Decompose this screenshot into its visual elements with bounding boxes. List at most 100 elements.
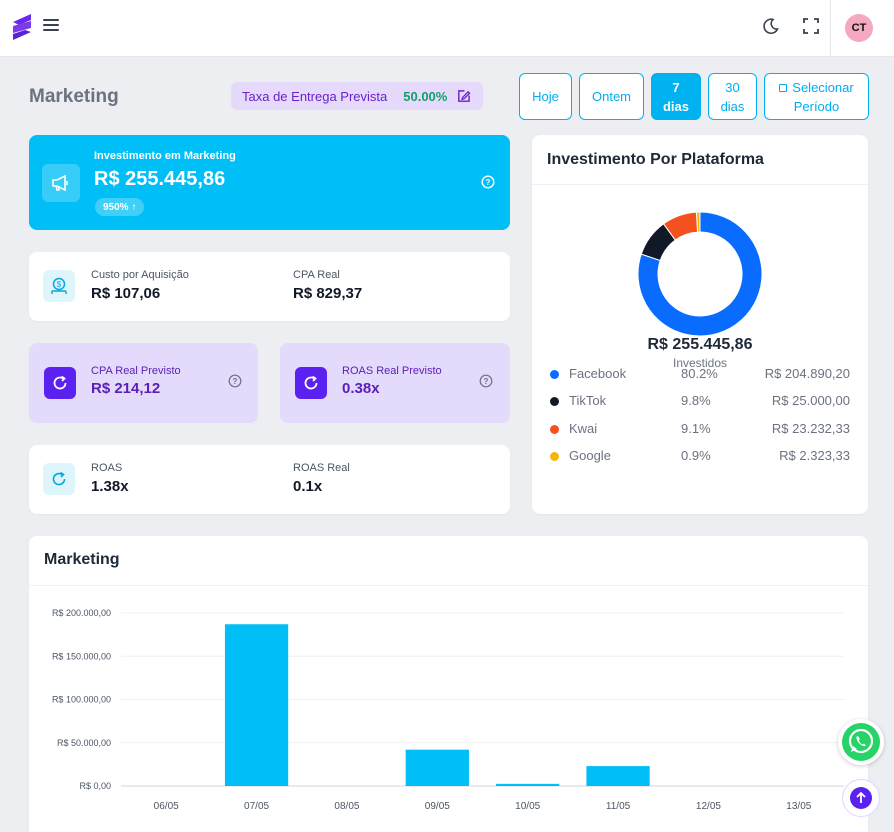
svg-text:$: $	[57, 280, 62, 289]
legend-dot	[550, 425, 559, 434]
roas-forecast-card: ROAS Real Previsto 0.38x ?	[280, 343, 510, 423]
bar-10-05[interactable]	[496, 783, 560, 786]
delivery-rate-label: Taxa de Entrega Prevista	[242, 88, 388, 104]
moon-icon[interactable]	[762, 17, 780, 35]
refresh-icon	[53, 375, 67, 390]
edit-icon[interactable]	[456, 89, 471, 104]
roas-real-value: 0.1x	[293, 478, 323, 495]
x-tick-label: 06/05	[154, 801, 179, 812]
roas-value: 1.38x	[91, 478, 129, 495]
period-7days-button[interactable]: 7 dias	[651, 73, 701, 120]
fullscreen-icon[interactable]	[802, 17, 820, 35]
x-tick-label: 09/05	[425, 801, 450, 812]
refresh-icon	[52, 471, 66, 486]
brand-logo-icon[interactable]	[10, 12, 34, 42]
bar-09-05[interactable]	[405, 749, 469, 786]
svg-text:?: ?	[486, 178, 491, 187]
marketing-investment-card: Investimento em Marketing R$ 255.445,86 …	[29, 135, 510, 230]
investment-growth-badge: 950% ↑	[95, 198, 145, 216]
legend-percent: 0.9%	[681, 448, 711, 463]
legend-dot	[550, 370, 559, 379]
y-tick-label: R$ 50.000,00	[57, 738, 111, 748]
investment-label: Investimento em Marketing	[94, 150, 236, 162]
cpa-card: $ Custo por Aquisição R$ 107,06 CPA Real…	[29, 252, 510, 321]
roas-label: ROAS	[91, 462, 123, 474]
period-7days-number: 7	[672, 79, 680, 95]
period-yesterday-button[interactable]: Ontem	[579, 73, 644, 120]
x-tick-label: 07/05	[244, 801, 269, 812]
roas-real-label: ROAS Real	[293, 462, 350, 474]
donut-slice-google[interactable]	[695, 211, 701, 233]
x-tick-label: 11/05	[606, 801, 631, 812]
y-tick-label: R$ 100.000,00	[52, 695, 111, 705]
megaphone-icon-box	[42, 164, 80, 202]
x-tick-label: 13/05	[786, 801, 811, 812]
period-yesterday-label: Ontem	[591, 89, 631, 104]
legend-amount: R$ 204.890,20	[764, 366, 850, 381]
legend-percent: 9.1%	[681, 421, 711, 436]
x-tick-label: 08/05	[334, 801, 359, 812]
legend-amount: R$ 23.232,33	[771, 421, 850, 436]
period-7days-unit: dias	[662, 98, 689, 114]
user-avatar[interactable]: CT	[845, 14, 873, 42]
cpa-real-value: R$ 829,37	[293, 285, 363, 302]
marketing-chart-title: Marketing	[44, 551, 120, 568]
refresh-icon	[304, 375, 318, 390]
help-icon[interactable]: ?	[481, 175, 495, 189]
cost-per-acquisition-value: R$ 107,06	[91, 285, 161, 302]
help-icon[interactable]: ?	[228, 374, 242, 388]
period-30days-button[interactable]: 30 dias	[708, 73, 757, 120]
help-icon[interactable]: ?	[479, 374, 493, 388]
legend-row-facebook: Facebook 80.2% R$ 204.890,20	[550, 366, 850, 382]
x-tick-label: 12/05	[696, 801, 721, 812]
y-tick-label: R$ 0,00	[79, 781, 111, 791]
cost-per-acquisition-label: Custo por Aquisição	[91, 269, 189, 281]
roas-forecast-label: ROAS Real Previsto	[342, 365, 442, 377]
select-period-label: Selecionar	[792, 79, 854, 95]
platform-donut-chart	[637, 211, 763, 337]
legend-dot	[550, 452, 559, 461]
select-period-button[interactable]: Selecionar Período	[764, 73, 869, 120]
delivery-rate-pill: Taxa de Entrega Prevista 50.00%	[231, 82, 483, 110]
legend-amount: R$ 2.323,33	[779, 448, 850, 463]
delivery-rate-value: 50.00%	[403, 88, 448, 104]
whatsapp-icon	[842, 723, 880, 761]
legend-percent: 9.8%	[681, 393, 711, 408]
bar-11-05[interactable]	[586, 766, 650, 786]
x-tick-label: 10/05	[515, 801, 540, 812]
period-30days-number: 30	[725, 79, 740, 95]
cpa-forecast-card: CPA Real Previsto R$ 214,12 ?	[29, 343, 258, 423]
top-bar: CT	[0, 0, 894, 57]
refresh-icon-box	[43, 463, 75, 495]
bar-07-05[interactable]	[224, 624, 289, 786]
card-divider	[29, 585, 868, 586]
whatsapp-button[interactable]	[838, 719, 884, 765]
roas-card: ROAS 1.38x ROAS Real 0.1x	[29, 445, 510, 514]
legend-name: Kwai	[569, 421, 598, 436]
svg-text:?: ?	[233, 377, 238, 386]
hamburger-menu-icon[interactable]	[43, 19, 59, 33]
investment-value: R$ 255.445,86	[94, 168, 226, 190]
legend-name: Facebook	[569, 366, 627, 381]
scroll-top-button[interactable]	[842, 779, 880, 817]
legend-row-google: Google 0.9% R$ 2.323,33	[550, 448, 850, 464]
donut-total-caption: Investidos	[672, 356, 728, 370]
select-period-label-2: Período	[793, 98, 840, 114]
refresh-icon-box	[295, 367, 327, 399]
period-today-label: Hoje	[532, 89, 559, 104]
page-title: Marketing	[29, 86, 119, 107]
period-today-button[interactable]: Hoje	[519, 73, 572, 120]
svg-text:?: ?	[484, 377, 489, 386]
donut-slice-facebook[interactable]	[637, 211, 763, 337]
legend-name: Google	[569, 448, 611, 463]
marketing-bar-chart: R$ 200.000,00 R$ 150.000,00 R$ 100.000,00 R…	[52, 608, 844, 812]
cpa-real-label: CPA Real	[293, 269, 340, 281]
legend-name: TikTok	[569, 393, 607, 408]
money-hand-icon: $	[51, 277, 67, 294]
y-tick-label: R$ 150.000,00	[52, 651, 111, 661]
cpa-forecast-value: R$ 214,12	[91, 380, 161, 397]
platform-investment-title: Investimento Por Plataforma	[547, 151, 764, 168]
legend-row-tiktok: TikTok 9.8% R$ 25.000,00	[550, 393, 850, 409]
legend-percent: 80.2%	[681, 366, 718, 381]
arrow-up-icon	[850, 787, 872, 809]
